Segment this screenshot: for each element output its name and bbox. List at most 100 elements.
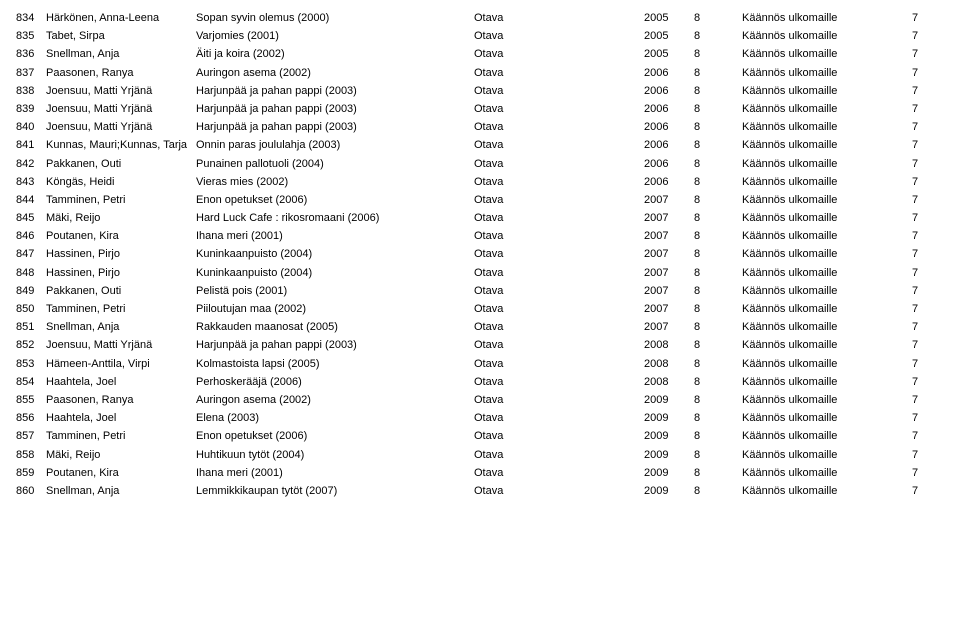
- cell-code: 8: [694, 121, 742, 133]
- cell-end: 7: [912, 12, 932, 24]
- table-row: 842Pakkanen, OutiPunainen pallotuoli (20…: [16, 158, 944, 170]
- cell-year: 2009: [644, 430, 694, 442]
- cell-num: 850: [16, 303, 46, 315]
- cell-end: 7: [912, 85, 932, 97]
- cell-num: 851: [16, 321, 46, 333]
- cell-code: 8: [694, 449, 742, 461]
- cell-num: 834: [16, 12, 46, 24]
- cell-category: Käännös ulkomaille: [742, 358, 912, 370]
- cell-author: Snellman, Anja: [46, 321, 196, 333]
- cell-author: Poutanen, Kira: [46, 230, 196, 242]
- cell-year: 2007: [644, 321, 694, 333]
- cell-year: 2008: [644, 358, 694, 370]
- cell-num: 859: [16, 467, 46, 479]
- cell-author: Joensuu, Matti Yrjänä: [46, 103, 196, 115]
- table-row: 853Hämeen-Anttila, VirpiKolmastoista lap…: [16, 358, 944, 370]
- cell-end: 7: [912, 394, 932, 406]
- cell-num: 852: [16, 339, 46, 351]
- cell-year: 2005: [644, 48, 694, 60]
- cell-publisher: Otava: [474, 48, 644, 60]
- cell-author: Hämeen-Anttila, Virpi: [46, 358, 196, 370]
- cell-num: 854: [16, 376, 46, 388]
- cell-publisher: Otava: [474, 121, 644, 133]
- cell-end: 7: [912, 103, 932, 115]
- cell-publisher: Otava: [474, 412, 644, 424]
- cell-year: 2007: [644, 303, 694, 315]
- cell-category: Käännös ulkomaille: [742, 303, 912, 315]
- cell-num: 845: [16, 212, 46, 224]
- cell-num: 836: [16, 48, 46, 60]
- cell-code: 8: [694, 358, 742, 370]
- cell-category: Käännös ulkomaille: [742, 230, 912, 242]
- cell-title: Kuninkaanpuisto (2004): [196, 248, 474, 260]
- cell-year: 2007: [644, 194, 694, 206]
- cell-publisher: Otava: [474, 248, 644, 260]
- cell-num: 841: [16, 139, 46, 151]
- cell-end: 7: [912, 139, 932, 151]
- cell-title: Kolmastoista lapsi (2005): [196, 358, 474, 370]
- cell-title: Harjunpää ja pahan pappi (2003): [196, 85, 474, 97]
- cell-code: 8: [694, 430, 742, 442]
- table-row: 854Haahtela, JoelPerhoskerääjä (2006)Ota…: [16, 376, 944, 388]
- cell-code: 8: [694, 321, 742, 333]
- cell-code: 8: [694, 467, 742, 479]
- cell-year: 2009: [644, 485, 694, 497]
- cell-author: Tamminen, Petri: [46, 194, 196, 206]
- cell-end: 7: [912, 121, 932, 133]
- cell-author: Haahtela, Joel: [46, 376, 196, 388]
- cell-end: 7: [912, 285, 932, 297]
- cell-title: Punainen pallotuoli (2004): [196, 158, 474, 170]
- cell-num: 842: [16, 158, 46, 170]
- table-row: 848Hassinen, PirjoKuninkaanpuisto (2004)…: [16, 267, 944, 279]
- cell-category: Käännös ulkomaille: [742, 67, 912, 79]
- cell-title: Huhtikuun tytöt (2004): [196, 449, 474, 461]
- cell-code: 8: [694, 30, 742, 42]
- cell-num: 855: [16, 394, 46, 406]
- cell-publisher: Otava: [474, 449, 644, 461]
- cell-publisher: Otava: [474, 285, 644, 297]
- cell-year: 2006: [644, 139, 694, 151]
- cell-title: Vieras mies (2002): [196, 176, 474, 188]
- cell-year: 2007: [644, 248, 694, 260]
- cell-code: 8: [694, 212, 742, 224]
- cell-num: 847: [16, 248, 46, 260]
- cell-title: Onnin paras joululahja (2003): [196, 139, 474, 151]
- cell-category: Käännös ulkomaille: [742, 321, 912, 333]
- cell-end: 7: [912, 48, 932, 60]
- cell-author: Köngäs, Heidi: [46, 176, 196, 188]
- cell-year: 2008: [644, 339, 694, 351]
- data-table: 834Härkönen, Anna-LeenaSopan syvin olemu…: [16, 12, 944, 497]
- cell-publisher: Otava: [474, 394, 644, 406]
- cell-publisher: Otava: [474, 485, 644, 497]
- cell-category: Käännös ulkomaille: [742, 376, 912, 388]
- cell-category: Käännös ulkomaille: [742, 248, 912, 260]
- cell-author: Snellman, Anja: [46, 48, 196, 60]
- table-row: 836Snellman, AnjaÄiti ja koira (2002)Ota…: [16, 48, 944, 60]
- cell-category: Käännös ulkomaille: [742, 394, 912, 406]
- cell-end: 7: [912, 358, 932, 370]
- cell-code: 8: [694, 412, 742, 424]
- table-row: 840Joensuu, Matti YrjänäHarjunpää ja pah…: [16, 121, 944, 133]
- table-row: 844Tamminen, PetriEnon opetukset (2006)O…: [16, 194, 944, 206]
- table-row: 849Pakkanen, OutiPelistä pois (2001)Otav…: [16, 285, 944, 297]
- cell-category: Käännös ulkomaille: [742, 30, 912, 42]
- cell-code: 8: [694, 339, 742, 351]
- cell-code: 8: [694, 303, 742, 315]
- cell-title: Sopan syvin olemus (2000): [196, 12, 474, 24]
- table-row: 846Poutanen, KiraIhana meri (2001)Otava2…: [16, 230, 944, 242]
- cell-end: 7: [912, 412, 932, 424]
- cell-category: Käännös ulkomaille: [742, 212, 912, 224]
- cell-end: 7: [912, 376, 932, 388]
- cell-category: Käännös ulkomaille: [742, 339, 912, 351]
- cell-title: Piiloutujan maa (2002): [196, 303, 474, 315]
- cell-end: 7: [912, 212, 932, 224]
- cell-author: Kunnas, Mauri;Kunnas, Tarja: [46, 139, 196, 151]
- cell-title: Harjunpää ja pahan pappi (2003): [196, 103, 474, 115]
- cell-code: 8: [694, 394, 742, 406]
- cell-year: 2006: [644, 67, 694, 79]
- cell-num: 853: [16, 358, 46, 370]
- cell-year: 2006: [644, 103, 694, 115]
- cell-end: 7: [912, 449, 932, 461]
- cell-end: 7: [912, 485, 932, 497]
- cell-code: 8: [694, 176, 742, 188]
